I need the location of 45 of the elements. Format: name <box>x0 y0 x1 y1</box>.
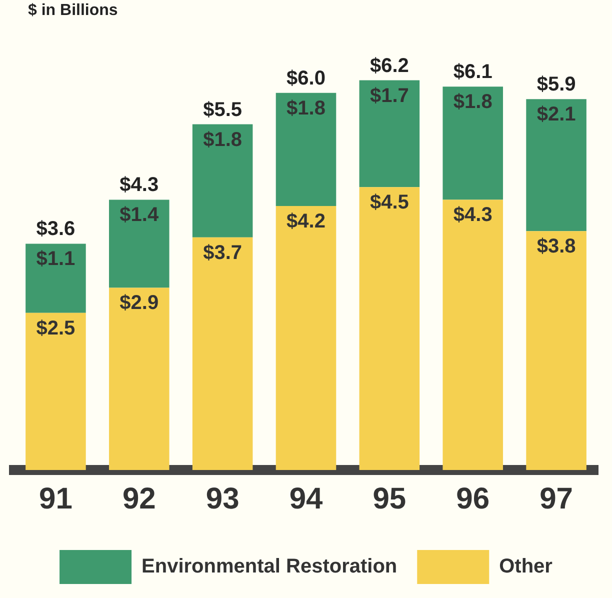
total-label: $4.3 <box>120 174 159 196</box>
total-label: $5.5 <box>203 98 242 121</box>
total-label: $6.0 <box>286 67 326 90</box>
data-label: $2.9 <box>120 292 159 314</box>
bar <box>526 231 586 470</box>
x-tick-label: 95 <box>372 482 406 516</box>
bar <box>442 86 503 200</box>
bar <box>26 312 86 470</box>
bar <box>26 244 86 313</box>
total-label: $6.1 <box>453 61 492 84</box>
data-label: $1.8 <box>453 91 492 114</box>
data-label: $1.4 <box>120 204 160 226</box>
data-label: $3.8 <box>536 236 576 258</box>
data-label: $4.2 <box>286 210 326 233</box>
bar <box>276 92 336 206</box>
bar <box>359 80 420 188</box>
bar <box>359 187 420 470</box>
x-tick-label: 92 <box>122 482 156 516</box>
bar <box>276 206 336 470</box>
x-tick-label: 94 <box>289 482 323 516</box>
x-tick-label: 91 <box>39 482 72 516</box>
bar <box>192 124 253 238</box>
bar <box>442 200 503 470</box>
total-label: $3.6 <box>36 218 76 240</box>
data-label: $1.1 <box>36 248 76 270</box>
data-label: $1.8 <box>203 128 242 151</box>
data-label: $2.5 <box>36 317 76 340</box>
total-label: $5.9 <box>536 74 576 96</box>
bar <box>109 288 170 470</box>
bar <box>109 200 170 288</box>
data-label: $1.8 <box>286 97 326 120</box>
chart-title: $ in Billions <box>28 2 118 20</box>
x-tick-label: 93 <box>206 482 240 516</box>
data-label: $1.7 <box>370 84 409 107</box>
total-label: $6.2 <box>370 54 409 77</box>
legend-label: Environmental Restoration <box>142 556 398 578</box>
x-tick-label: 97 <box>540 482 573 516</box>
data-label: $4.5 <box>370 192 409 214</box>
legend-label: Other <box>499 556 553 578</box>
data-label: $2.1 <box>536 104 576 126</box>
bar <box>192 237 253 470</box>
data-label: $4.3 <box>453 204 492 226</box>
bar <box>526 99 586 232</box>
data-label: $3.7 <box>203 242 242 264</box>
x-tick-label: 96 <box>456 482 490 516</box>
